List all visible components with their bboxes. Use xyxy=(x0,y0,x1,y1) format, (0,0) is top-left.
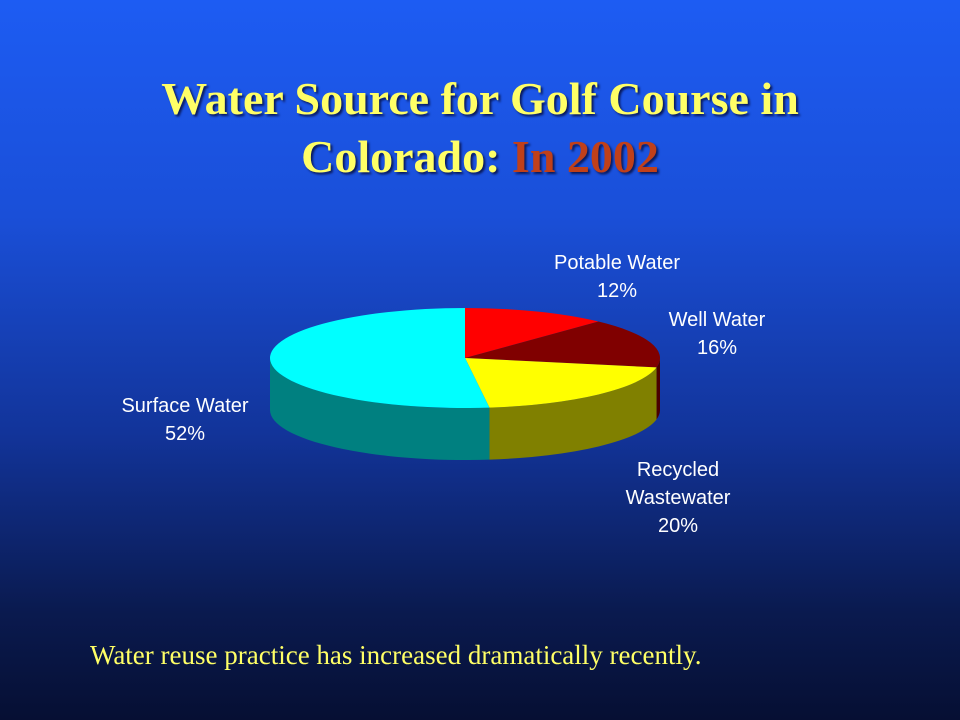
pie-labels: Potable Water 12% Well Water 16% Recycled Was… xyxy=(121,252,765,537)
slide-title: Water Source for Golf Course in Colorado… xyxy=(0,70,960,186)
title-location: Colorado: xyxy=(301,131,501,182)
pie-label-well-water: Well Water 16% xyxy=(669,309,766,359)
pie-side-well-water xyxy=(656,358,660,420)
title-line-2: Colorado: In 2002 xyxy=(0,128,960,186)
pie-slice-recycled-wastewater xyxy=(465,358,657,408)
pie-sides xyxy=(270,358,660,461)
slide-caption: Water reuse practice has increased drama… xyxy=(90,640,702,670)
title-year: In 2002 xyxy=(511,131,659,182)
title-line-1: Water Source for Golf Course in xyxy=(161,73,799,124)
pie-slice-well-water xyxy=(465,321,661,368)
pie-label-surface-water: Surface Water 52% xyxy=(121,395,248,445)
pie-side-recycled-wastewater xyxy=(489,367,657,460)
pie-tops xyxy=(270,308,661,408)
pie-slice-potable-water xyxy=(465,308,599,358)
pie-label-potable-water: Potable Water 12% xyxy=(554,252,680,302)
pie-side-surface-water xyxy=(270,358,490,461)
pie-slice-surface-water xyxy=(270,308,490,408)
pie-label-recycled-wastewater: Recycled Wastewater 20% xyxy=(626,459,731,537)
